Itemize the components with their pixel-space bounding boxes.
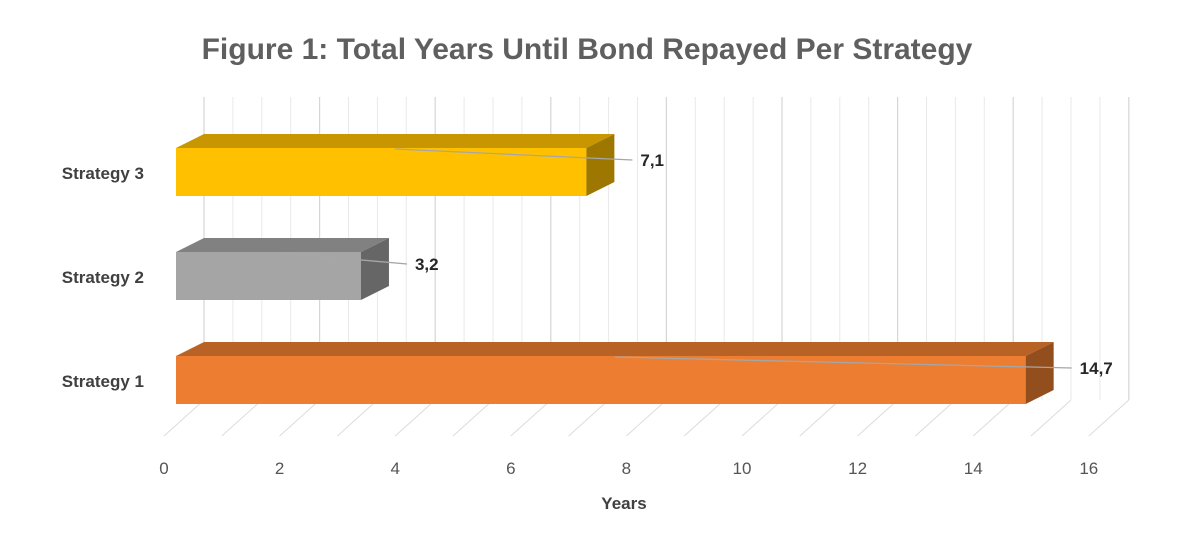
floor-line [915, 399, 956, 437]
floor-line [1030, 399, 1072, 437]
bar-front [176, 252, 361, 300]
floor-line [452, 399, 494, 437]
bar-front [176, 148, 587, 196]
x-tick-label: 6 [506, 459, 515, 478]
floor-line [1088, 399, 1130, 437]
data-label: 3,2 [415, 255, 439, 274]
category-label: Strategy 3 [62, 164, 144, 183]
x-tick-label: 14 [964, 459, 983, 478]
x-tick-label: 2 [275, 459, 284, 478]
category-label: Strategy 2 [62, 268, 144, 287]
floor-line [221, 399, 263, 437]
bar-strategy-1 [176, 342, 1054, 404]
x-tick-label: 16 [1079, 459, 1098, 478]
floor-line [394, 399, 436, 437]
floor-line [683, 399, 725, 437]
x-tick-label: 4 [390, 459, 399, 478]
bars [176, 134, 1054, 404]
x-tick-label: 8 [622, 459, 631, 478]
floor-line [510, 399, 552, 437]
bar-side [360, 238, 389, 300]
labels: 14,7 Strategy 1 3,2 Strategy 2 7,1 Strategy 3… [62, 148, 1113, 478]
leader-line [614, 356, 1072, 369]
floor-line [626, 399, 667, 437]
leader-line [395, 148, 633, 161]
floor-line [857, 399, 898, 437]
floor-line [337, 399, 378, 437]
data-label: 7,1 [640, 151, 664, 170]
x-tick-label: 12 [848, 459, 867, 478]
x-tick-label: 0 [159, 459, 168, 478]
bar-top [176, 342, 1054, 356]
x-tick-label: 10 [733, 459, 752, 478]
floor-line [568, 399, 609, 437]
floor-line [163, 399, 205, 437]
floor-line [799, 399, 841, 437]
bar-top [176, 134, 615, 148]
bar-top [176, 238, 389, 252]
bar-side [1025, 342, 1054, 404]
x-axis-title: Years [601, 494, 646, 513]
category-label: Strategy 1 [62, 372, 144, 391]
chart-title: Figure 1: Total Years Until Bond Repayed… [202, 33, 973, 66]
floor-line [741, 399, 783, 437]
bar-strategy-3 [176, 134, 615, 196]
data-label: 14,7 [1080, 359, 1113, 378]
bar-strategy-2 [176, 238, 389, 300]
bar-side [586, 134, 615, 196]
floor-line [972, 399, 1014, 437]
leader-line [282, 252, 408, 265]
floor-line [279, 399, 320, 437]
